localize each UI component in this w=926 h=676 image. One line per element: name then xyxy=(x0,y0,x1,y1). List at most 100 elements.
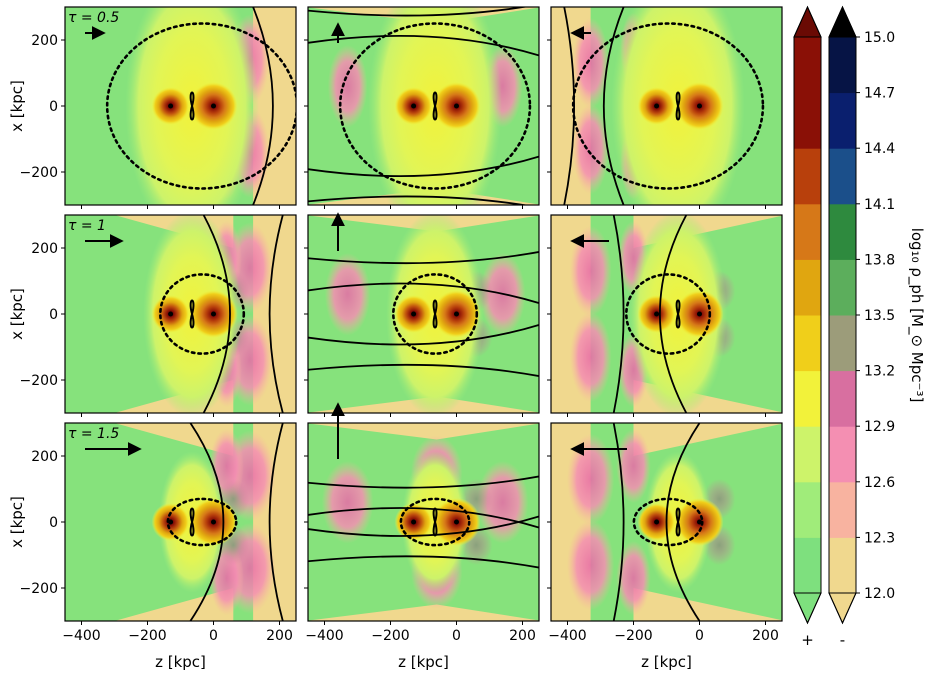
colorbar-tick-label: 14.7 xyxy=(864,86,895,102)
colorbar-tick-label: 12.9 xyxy=(864,419,895,435)
density-glow xyxy=(611,7,745,205)
beige-region xyxy=(308,423,539,440)
beige-region xyxy=(114,423,234,456)
beige-region xyxy=(114,588,234,621)
colorbar-segment xyxy=(829,537,856,594)
x-tick-label: −400 xyxy=(62,628,100,644)
halo-center-marker xyxy=(211,103,216,109)
halo-center-marker xyxy=(697,103,702,109)
colorbar-layer: + - 12.0 12.3 12.6 12.9 13.2 13.5 13.8 14.1 14.4 14… xyxy=(793,5,926,649)
colorbar-tick-label: 12.0 xyxy=(864,586,895,602)
density-lobe xyxy=(569,311,612,403)
colorbar-extend-top xyxy=(793,5,822,38)
saddle-contour xyxy=(189,91,195,121)
row-label: τ = 1 xyxy=(68,218,106,234)
saddle-contour xyxy=(189,507,195,537)
halo-center-marker xyxy=(697,519,702,525)
halo-center-marker xyxy=(454,311,459,317)
boundary-contour xyxy=(399,497,471,547)
boundary-contour xyxy=(392,273,479,355)
colorbar-segment xyxy=(794,426,821,483)
halo-center-marker xyxy=(168,311,174,317)
panel-r3-c1: τ = 1.5 −200 0 200 −400 −200 0 200 xyxy=(20,422,297,644)
halo-center-marker xyxy=(654,311,660,317)
halo-center-marker xyxy=(168,103,174,109)
y-tick-label: 200 xyxy=(31,449,58,465)
density-lobe xyxy=(572,103,609,195)
halo-center-marker xyxy=(211,519,216,525)
y-axis-label: x [kpc] xyxy=(8,496,26,548)
panel-r3-c3: −400 −200 0 200 xyxy=(547,422,783,644)
panel-r2-c3 xyxy=(547,214,783,417)
density-lobe xyxy=(569,225,612,317)
colorbar-segment xyxy=(829,426,856,483)
x-tick-label: −400 xyxy=(305,628,343,644)
density-lobe xyxy=(572,17,609,109)
colorbar-tick-label: 14.1 xyxy=(864,197,895,213)
x-tick-label: −400 xyxy=(548,628,586,644)
colorbar-segment xyxy=(829,37,856,94)
x-tick-label: 0 xyxy=(695,628,704,644)
x-tick-label: 200 xyxy=(509,628,536,644)
halo-center-marker xyxy=(411,103,417,109)
y-tick-label: 200 xyxy=(31,241,58,257)
colorbar-tick-label: 13.2 xyxy=(864,364,895,380)
axes-labels-layer: x [kpc] x [kpc] x [kpc] z [kpc] z [kpc] z [kp… xyxy=(8,80,692,671)
separatrix-contour xyxy=(563,7,625,205)
density-lobe xyxy=(327,44,368,128)
row-label: τ = 1.5 xyxy=(68,426,119,442)
boundary-contour xyxy=(105,22,296,190)
colorbar-extend-bottom xyxy=(793,592,822,625)
separatrix-contour xyxy=(308,475,539,569)
x-tick-label: −200 xyxy=(128,628,166,644)
colorbar-negative: - xyxy=(828,5,857,649)
colorbar-segment xyxy=(794,203,821,260)
density-lobe xyxy=(616,428,651,504)
boundary-contour xyxy=(338,22,532,190)
halo-center-marker xyxy=(454,103,459,109)
colorbar-segment xyxy=(794,37,821,94)
separatrix-contour xyxy=(612,423,701,621)
saddle-contour xyxy=(675,299,681,329)
panel-r2-c2 xyxy=(304,212,540,417)
colorbar-segment xyxy=(829,315,856,372)
panel-r1-c2 xyxy=(304,6,540,209)
beige-region xyxy=(308,604,539,621)
panel-field xyxy=(551,423,782,621)
colorbar-segment xyxy=(794,148,821,205)
saddle-contour xyxy=(432,91,438,121)
colorbar-segment xyxy=(829,203,856,260)
panel-r3-c2: −400 −200 0 200 xyxy=(304,402,540,644)
halo-center-marker xyxy=(168,519,174,525)
colorbar-segment xyxy=(829,148,856,205)
y-tick-label: 0 xyxy=(49,99,58,115)
halo-center-marker xyxy=(211,311,216,317)
boundary-contour xyxy=(166,497,238,547)
x-tick-label: −200 xyxy=(614,628,652,644)
halo-center-marker xyxy=(411,311,417,317)
x-axis-label: z [kpc] xyxy=(641,653,692,671)
y-tick-label: 0 xyxy=(49,307,58,323)
saddle-contour xyxy=(432,299,438,329)
separatrix-contour xyxy=(308,250,539,378)
halo-center-marker xyxy=(697,311,702,317)
colorbar-tick-label: 14.4 xyxy=(864,141,895,157)
panel-field xyxy=(551,215,782,413)
panel-field xyxy=(551,7,782,205)
y-tick-label: 200 xyxy=(31,33,58,49)
separatrix-contour xyxy=(202,215,284,413)
panel-r2-c1: τ = 1 −200 0 200 xyxy=(20,214,297,417)
boundary-contour xyxy=(571,22,765,190)
density-glow xyxy=(125,7,259,205)
panel-field xyxy=(308,7,539,205)
saddle-contour xyxy=(675,507,681,537)
x-tick-label: −200 xyxy=(371,628,409,644)
boundary-contour xyxy=(159,273,246,355)
colorbar-segment xyxy=(829,370,856,427)
colorbar-tick-label: 15.0 xyxy=(864,30,895,46)
panel-field xyxy=(65,7,296,205)
y-tick-label: −200 xyxy=(20,581,58,597)
colorbar-segment xyxy=(829,259,856,316)
colorbar-segment xyxy=(829,92,856,149)
